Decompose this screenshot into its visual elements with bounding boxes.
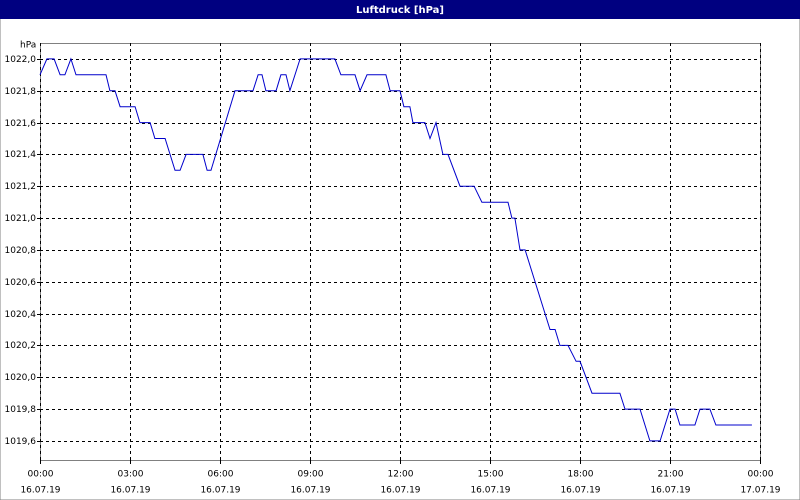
x-tick-date: 16.07.19 bbox=[470, 486, 510, 496]
x-tick-date: 16.07.19 bbox=[110, 486, 150, 496]
x-tick-label: 06:00 bbox=[208, 470, 234, 480]
y-tick-label: 1019,8 bbox=[5, 405, 37, 415]
y-tick-label: 1021,0 bbox=[5, 214, 37, 224]
x-tick-label: 00:00 bbox=[748, 470, 774, 480]
y-tick-label: 1021,8 bbox=[5, 87, 37, 97]
window-title: Luftdruck [hPa] bbox=[356, 5, 444, 16]
title-bar bbox=[0, 0, 800, 19]
x-tick-date: 16.07.19 bbox=[200, 486, 240, 496]
x-tick-date: 16.07.19 bbox=[560, 486, 600, 496]
x-tick-date: 16.07.19 bbox=[380, 486, 420, 496]
y-tick-label: 1021,2 bbox=[5, 182, 37, 192]
x-tick-label: 00:00 bbox=[28, 470, 54, 480]
x-tick-label: 12:00 bbox=[388, 470, 414, 480]
x-tick-label: 21:00 bbox=[658, 470, 684, 480]
y-tick-label: 1022,0 bbox=[5, 55, 37, 65]
data-line bbox=[39, 57, 752, 442]
y-tick-label: 1021,6 bbox=[5, 119, 37, 129]
x-tick-date: 17.07.19 bbox=[740, 486, 780, 496]
y-tick-label: 1021,4 bbox=[5, 150, 37, 160]
x-tick-label: 03:00 bbox=[118, 470, 144, 480]
y-tick-label: 1020,8 bbox=[5, 246, 37, 256]
x-tick-label: 09:00 bbox=[298, 470, 324, 480]
y-unit: hPa bbox=[20, 41, 36, 51]
y-tick-label: 1020,6 bbox=[5, 278, 37, 288]
y-tick-label: 1020,4 bbox=[5, 310, 37, 320]
x-tick-label: 15:00 bbox=[478, 470, 504, 480]
y-tick-label: 1020,0 bbox=[5, 373, 37, 383]
x-tick-label: 18:00 bbox=[568, 470, 594, 480]
x-tick-date: 16.07.19 bbox=[20, 486, 60, 496]
x-tick-date: 16.07.19 bbox=[650, 486, 690, 496]
x-tick-date: 16.07.19 bbox=[290, 486, 330, 496]
y-tick-label: 1020,2 bbox=[5, 341, 37, 351]
y-tick-label: 1019,6 bbox=[5, 437, 37, 447]
